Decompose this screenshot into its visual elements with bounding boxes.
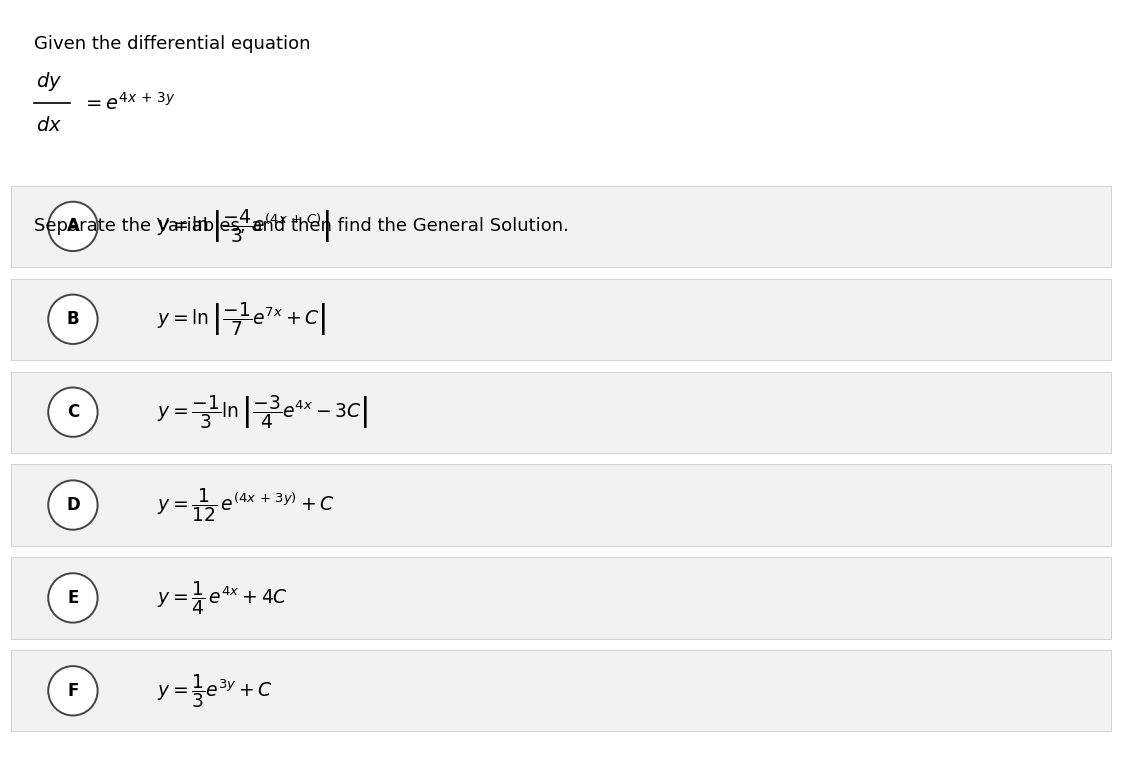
Text: $= e^{4x\,+\,3y}$: $= e^{4x\,+\,3y}$ — [82, 92, 175, 114]
Ellipse shape — [48, 295, 98, 344]
FancyBboxPatch shape — [11, 279, 1111, 360]
FancyBboxPatch shape — [11, 557, 1111, 639]
Text: $y = \ln\left|\dfrac{-1}{7}e^{7x} + C\right|$: $y = \ln\left|\dfrac{-1}{7}e^{7x} + C\ri… — [157, 300, 327, 338]
Text: $y = \dfrac{1}{4}\,e^{4x} + 4C$: $y = \dfrac{1}{4}\,e^{4x} + 4C$ — [157, 579, 288, 617]
Text: E: E — [67, 589, 79, 607]
Text: $y = \ln\left|\dfrac{-4}{3}e^{(4x\,+\,C)}\right|$: $y = \ln\left|\dfrac{-4}{3}e^{(4x\,+\,C)… — [157, 207, 330, 245]
Text: D: D — [66, 496, 80, 514]
Text: Separate the Variables, and then find the General Solution.: Separate the Variables, and then find th… — [34, 217, 569, 235]
FancyBboxPatch shape — [11, 186, 1111, 267]
Text: B: B — [66, 310, 80, 328]
FancyBboxPatch shape — [11, 650, 1111, 731]
Text: $y = \dfrac{1}{12}\,e^{(4x\,+\,3y)} + C$: $y = \dfrac{1}{12}\,e^{(4x\,+\,3y)} + C$ — [157, 486, 334, 524]
Ellipse shape — [48, 666, 98, 715]
Text: $y = \dfrac{1}{3}e^{3y} + C$: $y = \dfrac{1}{3}e^{3y} + C$ — [157, 672, 273, 710]
Text: Given the differential equation: Given the differential equation — [34, 35, 310, 53]
Text: $y = \dfrac{-1}{3}\ln\left|\dfrac{-3}{4}e^{4x} - 3C\right|$: $y = \dfrac{-1}{3}\ln\left|\dfrac{-3}{4}… — [157, 393, 368, 431]
FancyBboxPatch shape — [11, 464, 1111, 546]
Text: $dy$: $dy$ — [36, 70, 62, 93]
Ellipse shape — [48, 202, 98, 251]
Text: $dx$: $dx$ — [36, 116, 62, 135]
Text: C: C — [67, 403, 79, 421]
Ellipse shape — [48, 481, 98, 529]
Ellipse shape — [48, 388, 98, 437]
Text: A: A — [66, 217, 80, 235]
FancyBboxPatch shape — [11, 372, 1111, 453]
Text: F: F — [67, 682, 79, 700]
Ellipse shape — [48, 574, 98, 622]
